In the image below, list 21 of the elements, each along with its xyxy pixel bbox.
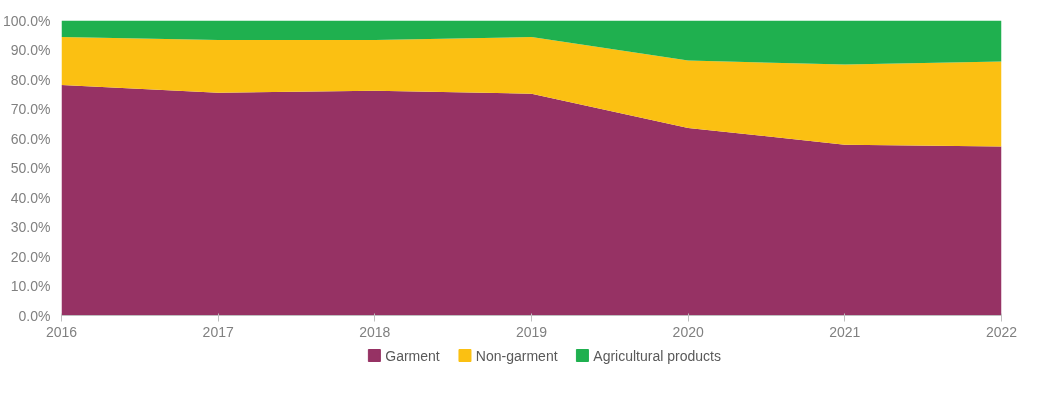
legend-label: Non-garment	[475, 347, 558, 364]
y-tick-label: 60.0%	[10, 130, 51, 147]
x-tick-label: 2019	[515, 323, 548, 340]
y-tick-label: 40.0%	[10, 189, 51, 206]
y-tick-label: 0.0%	[18, 307, 51, 324]
x-tick-label: 2017	[202, 323, 234, 340]
legend-label: Agricultural products	[593, 347, 721, 364]
x-tick-label: 2021	[829, 323, 861, 340]
y-tick-label: 50.0%	[10, 160, 51, 176]
x-tick-label: 2018	[359, 323, 391, 340]
y-tick-label: 30.0%	[10, 219, 51, 235]
y-tick-label: 90.0%	[10, 42, 51, 58]
y-tick-label: 10.0%	[10, 278, 51, 294]
x-tick-label: 2022	[985, 323, 1018, 340]
y-tick-label: 20.0%	[10, 248, 51, 265]
x-tick-label: 2016	[45, 323, 78, 340]
legend-label: Garment	[385, 347, 440, 364]
y-tick-label: 70.0%	[10, 101, 51, 117]
y-tick-label: 80.0%	[10, 71, 51, 88]
y-tick-label: 100.0%	[3, 12, 51, 29]
x-tick-label: 2020	[672, 323, 704, 340]
